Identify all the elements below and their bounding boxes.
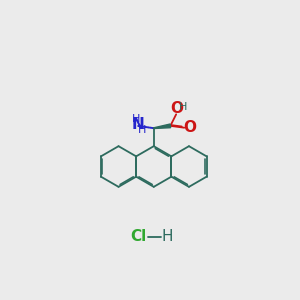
Polygon shape [154, 124, 171, 128]
Text: H: H [178, 102, 187, 112]
Text: H: H [161, 230, 173, 244]
Text: H: H [138, 125, 146, 136]
Text: H: H [132, 114, 140, 124]
Text: O: O [183, 120, 196, 135]
Text: O: O [170, 101, 183, 116]
Text: N: N [131, 117, 144, 132]
Text: Cl: Cl [130, 230, 147, 244]
